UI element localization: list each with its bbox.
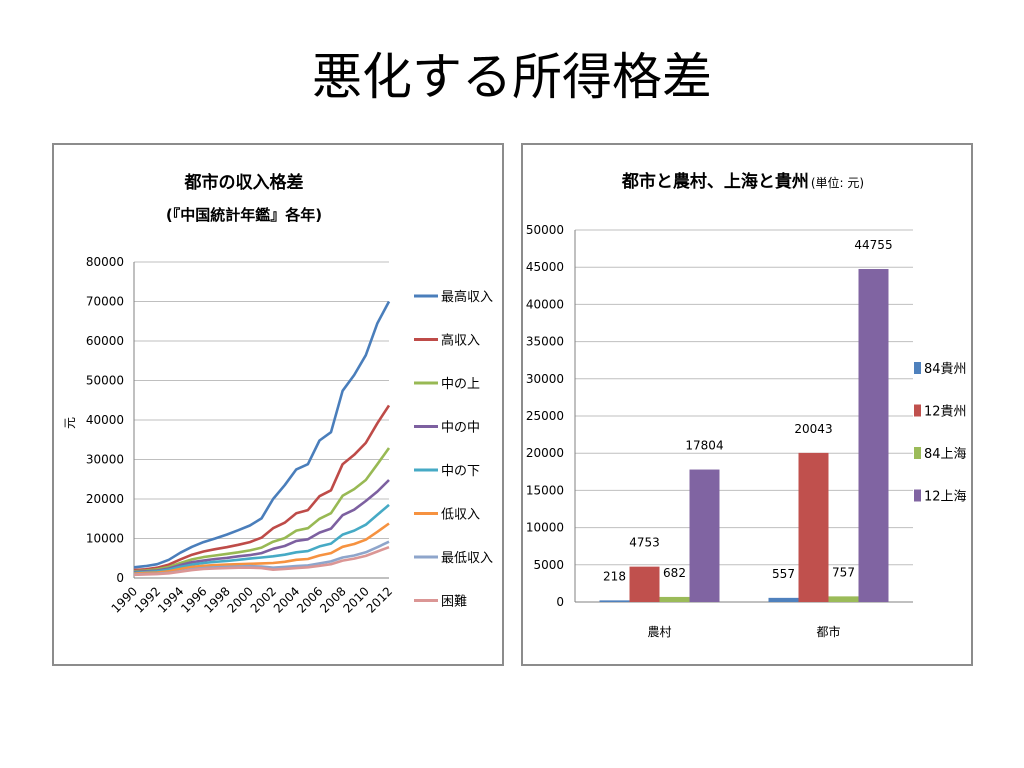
bar-84上海-農村 xyxy=(659,596,690,602)
bar-chart-title-main: 都市と農村、上海と貴州 xyxy=(621,171,809,192)
line-legend-item: 中の中 xyxy=(414,421,480,436)
bar-chart-y-tick: 10000 xyxy=(526,521,564,535)
bar-data-label: 4753 xyxy=(629,536,660,550)
bar-legend-item: 12貴州 xyxy=(914,404,967,420)
line-legend-item: 中の下 xyxy=(414,464,480,479)
line-chart-x-tick: 2004 xyxy=(271,584,302,615)
bar-chart-y-tick: 50000 xyxy=(526,223,564,237)
bar-chart-y-tick: 35000 xyxy=(526,335,564,349)
line-chart-y-tick: 40000 xyxy=(86,413,124,427)
line-legend-item: 困難 xyxy=(414,595,467,610)
bar-12上海-農村 xyxy=(689,469,720,602)
bar-chart-y-tick: 45000 xyxy=(526,260,564,274)
bar-data-label: 17804 xyxy=(685,439,723,453)
bar-legend-label: 12貴州 xyxy=(924,405,967,420)
line-chart-y-tick: 70000 xyxy=(86,295,124,309)
bar-chart: 都市と農村、上海と貴州 (単位: 元) 218 4753 682 17804 557 200… xyxy=(526,171,967,639)
slide-title: 悪化する所得格差 xyxy=(312,48,712,106)
line-chart-y-tick: 50000 xyxy=(86,374,124,388)
line-legend-label: 低収入 xyxy=(441,508,480,523)
line-chart-x-tick: 1996 xyxy=(178,584,209,615)
bar-chart-y-tick: 15000 xyxy=(526,483,564,497)
line-legend-label: 中の下 xyxy=(441,464,480,479)
line-series-中の中 xyxy=(133,479,390,574)
bar-chart-y-tick: 30000 xyxy=(526,372,564,386)
line-series-低収入 xyxy=(133,522,390,575)
bar-chart-x-tick: 都市 xyxy=(816,624,840,639)
line-legend-item: 最高収入 xyxy=(414,289,493,305)
bar-12貴州-農村 xyxy=(629,566,660,602)
line-chart-y-tick: 60000 xyxy=(86,334,124,348)
line-legend-label: 最高収入 xyxy=(441,289,493,305)
bar-data-label: 20043 xyxy=(794,422,832,436)
bar-chart-y-tick: 40000 xyxy=(526,297,564,311)
line-chart-subtitle: (『中国統計年鑑』各年) xyxy=(166,206,322,224)
bar-chart-y-tick: 25000 xyxy=(526,409,564,423)
line-chart-x-tick: 1998 xyxy=(201,584,232,615)
line-series-中の下 xyxy=(133,503,390,575)
line-legend-item: 高収入 xyxy=(414,333,480,349)
bar-legend-swatch xyxy=(914,404,921,417)
line-chart-y-tick: 30000 xyxy=(86,453,124,467)
line-legend-label: 困難 xyxy=(441,595,467,610)
line-chart-title: 都市の収入格差 xyxy=(184,172,304,193)
bar-chart-panel: 都市と農村、上海と貴州 (単位: 元) 218 4753 682 17804 557 200… xyxy=(521,143,973,666)
bar-84貴州-農村 xyxy=(599,600,630,602)
line-legend-item: 中の上 xyxy=(414,377,480,392)
bar-data-label: 557 xyxy=(772,567,795,581)
line-chart-x-tick: 2012 xyxy=(364,584,395,615)
line-chart-y-tick: 10000 xyxy=(86,532,124,546)
line-legend-label: 最低収入 xyxy=(441,551,493,566)
line-chart-y-tick: 80000 xyxy=(86,255,124,269)
line-series-最高収入 xyxy=(133,300,391,569)
line-chart-x-tick: 1990 xyxy=(109,584,140,615)
bar-legend-item: 84貴州 xyxy=(914,362,967,377)
line-chart-y-tick: 20000 xyxy=(86,492,124,506)
line-chart-y-axis-label: 元 xyxy=(63,417,77,429)
line-chart-x-tick: 2002 xyxy=(248,584,279,615)
bar-chart-y-tick: 5000 xyxy=(533,558,564,572)
line-chart: 都市の収入格差 (『中国統計年鑑』各年) 元 0 10000 20000 30000 4… xyxy=(63,172,493,616)
bar-legend-label: 84上海 xyxy=(924,447,967,462)
bar-data-label: 757 xyxy=(832,565,855,579)
bar-legend-label: 84貴州 xyxy=(924,362,967,377)
bar-data-label: 44755 xyxy=(854,238,892,252)
bar-chart-title: 都市と農村、上海と貴州 (単位: 元) xyxy=(621,171,864,192)
bar-legend-item: 84上海 xyxy=(914,447,967,462)
line-chart-x-tick: 1994 xyxy=(155,584,186,615)
line-legend-item: 最低収入 xyxy=(414,551,493,566)
bar-data-label: 218 xyxy=(603,569,626,583)
line-chart-x-tick: 2010 xyxy=(340,584,371,615)
line-series-中の上 xyxy=(133,447,391,573)
bar-84上海-都市 xyxy=(828,596,859,602)
bar-chart-y-tick: 0 xyxy=(556,595,564,609)
bar-legend-swatch xyxy=(914,362,921,374)
bar-data-label: 682 xyxy=(663,566,686,580)
bar-legend-swatch xyxy=(914,489,921,502)
line-chart-x-tick: 2006 xyxy=(294,584,325,615)
line-legend-item: 低収入 xyxy=(414,508,480,523)
line-series-高収入 xyxy=(133,404,391,572)
bar-legend-swatch xyxy=(914,447,921,459)
bar-legend-item: 12上海 xyxy=(914,489,967,505)
line-chart-x-tick: 1992 xyxy=(132,584,163,615)
line-legend-label: 中の上 xyxy=(441,377,480,392)
line-chart-y-tick: 0 xyxy=(116,571,124,585)
line-chart-x-tick: 2008 xyxy=(317,584,348,615)
bar-84貴州-都市 xyxy=(768,597,799,602)
line-legend-label: 高収入 xyxy=(441,333,480,349)
bar-legend-label: 12上海 xyxy=(924,490,967,505)
line-series-困難 xyxy=(133,545,390,577)
line-chart-x-tick: 2000 xyxy=(225,584,256,615)
bar-12上海-都市 xyxy=(858,269,889,602)
bar-12貴州-都市 xyxy=(798,452,829,602)
line-legend-label: 中の中 xyxy=(441,421,480,436)
line-chart-panel: 都市の収入格差 (『中国統計年鑑』各年) 元 0 10000 20000 30000 4… xyxy=(52,143,504,666)
bar-chart-title-unit: (単位: 元) xyxy=(811,175,864,190)
bar-chart-y-tick: 20000 xyxy=(526,446,564,460)
bar-chart-x-tick: 農村 xyxy=(647,625,671,639)
